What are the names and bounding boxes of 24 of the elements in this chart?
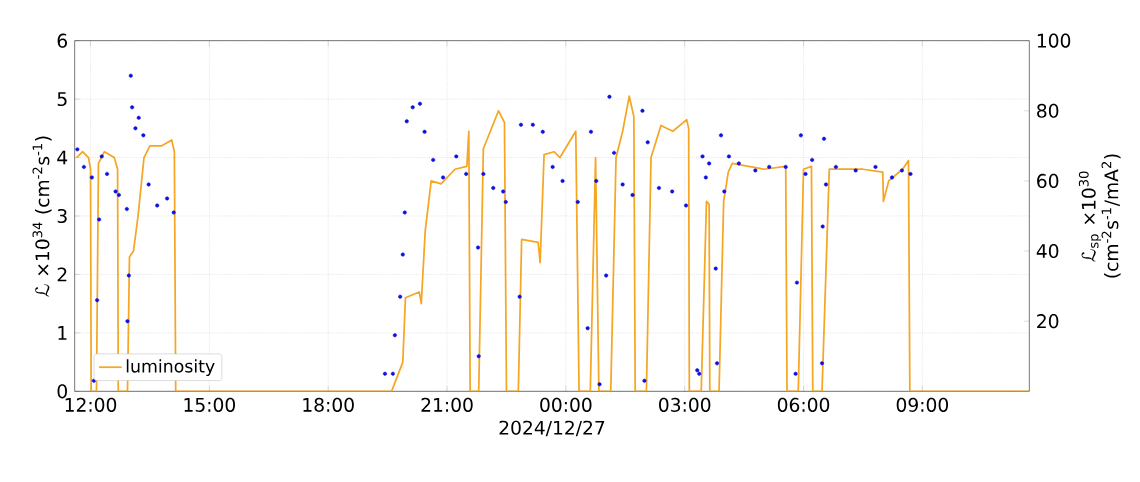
- y2-tick-label: 20: [1037, 314, 1059, 329]
- y2-tick-label: 40: [1036, 243, 1059, 259]
- x-tick-label: 03:00: [659, 397, 711, 412]
- x-tick-label: 15:00: [184, 397, 236, 412]
- y-tick-label: 1: [58, 326, 67, 340]
- x-axis-title: 2024/12/27: [499, 420, 605, 437]
- y-tick-label: 4: [57, 150, 68, 165]
- y-axis-title: ℒ ×10$^{34}$ (cm$^{-2}$s$^{-1}$): [32, 136, 52, 297]
- x-tick-label: 12:00: [65, 397, 117, 412]
- x-tick-label: 00:00: [540, 397, 592, 412]
- y2-tick-label: 100: [1037, 33, 1071, 48]
- y-tick-label: 0: [57, 384, 67, 399]
- y-tick-label: 5: [57, 92, 67, 107]
- x-tick-label: 09:00: [896, 397, 949, 412]
- x-tick-label: 06:00: [777, 397, 830, 412]
- y2-tick-label: 80: [1037, 103, 1059, 118]
- x-tick-label: 21:00: [421, 397, 473, 412]
- y-tick-label: 6: [57, 33, 68, 48]
- y2-tick-label: 60: [1037, 173, 1059, 188]
- text: ℒ$_{sp}$ ×10$^{30}$ (cm$^{-2}$s$^{-1}$/mA$^{2}$): [1078, 154, 1121, 278]
- x-tick-label: 18:00: [303, 397, 354, 412]
- legend-label: luminosity: [126, 359, 215, 376]
- y-tick-label: 2: [57, 267, 67, 282]
- y-tick-label: 3: [57, 208, 67, 224]
